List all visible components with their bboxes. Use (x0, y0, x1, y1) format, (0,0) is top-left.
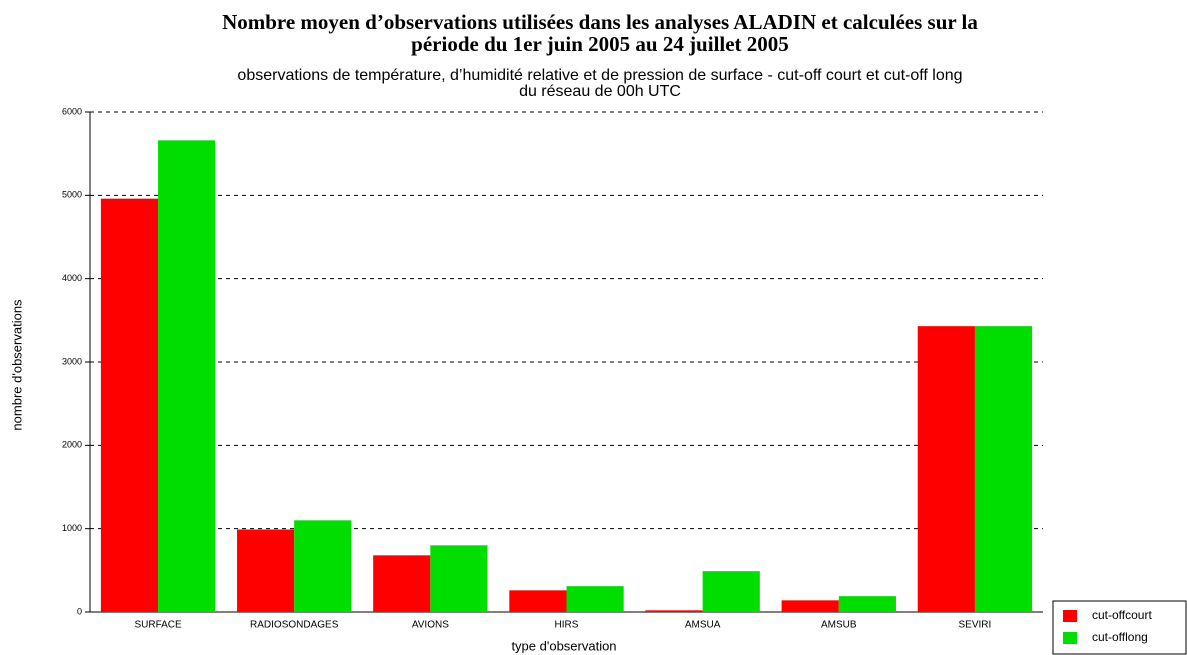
x-tick-label: SURFACE (134, 620, 182, 631)
bar (158, 140, 216, 613)
y-tick-label: 0 (77, 606, 82, 616)
bar (838, 596, 896, 612)
chart-subtitle: observations de température, d’humidité … (237, 67, 962, 84)
x-tick-label: AMSUA (685, 620, 721, 631)
x-tick-label: AVIONS (412, 620, 449, 631)
bar (294, 520, 352, 612)
legend-label: cut-offlong (1092, 630, 1148, 644)
legend-label: cut-offcourt (1092, 608, 1152, 622)
legend (1052, 600, 1187, 655)
y-tick-label: 6000 (62, 106, 82, 116)
bar (430, 545, 488, 612)
x-tick-label: AMSUB (821, 620, 857, 631)
bar (974, 326, 1033, 612)
legend-swatch (1063, 632, 1077, 644)
y-tick-label: 1000 (62, 523, 82, 533)
x-axis-label: type d'observation (511, 638, 616, 653)
x-tick-label: SEVIRI (959, 620, 992, 631)
bar (917, 326, 975, 612)
bar (373, 555, 431, 612)
bar (645, 610, 703, 612)
bar (100, 198, 159, 612)
bar (781, 600, 839, 612)
bar (702, 571, 760, 612)
y-tick-label: 5000 (62, 190, 82, 200)
chart-subtitle: du réseau de 00h UTC (519, 83, 681, 100)
x-tick-label: RADIOSONDAGES (250, 620, 339, 631)
bar (566, 586, 624, 612)
chart-title: Nombre moyen d’observations utilisées da… (222, 10, 978, 34)
y-tick-label: 2000 (62, 440, 82, 450)
y-tick-label: 3000 (62, 356, 82, 366)
y-tick-label: 4000 (62, 273, 82, 283)
x-tick-label: HIRS (555, 620, 579, 631)
bar (509, 590, 567, 612)
bar (237, 529, 295, 612)
y-axis-label: nombre d'observations (9, 299, 24, 431)
chart-title: période du 1er juin 2005 au 24 juillet 2… (411, 32, 789, 56)
legend-swatch (1063, 610, 1077, 622)
